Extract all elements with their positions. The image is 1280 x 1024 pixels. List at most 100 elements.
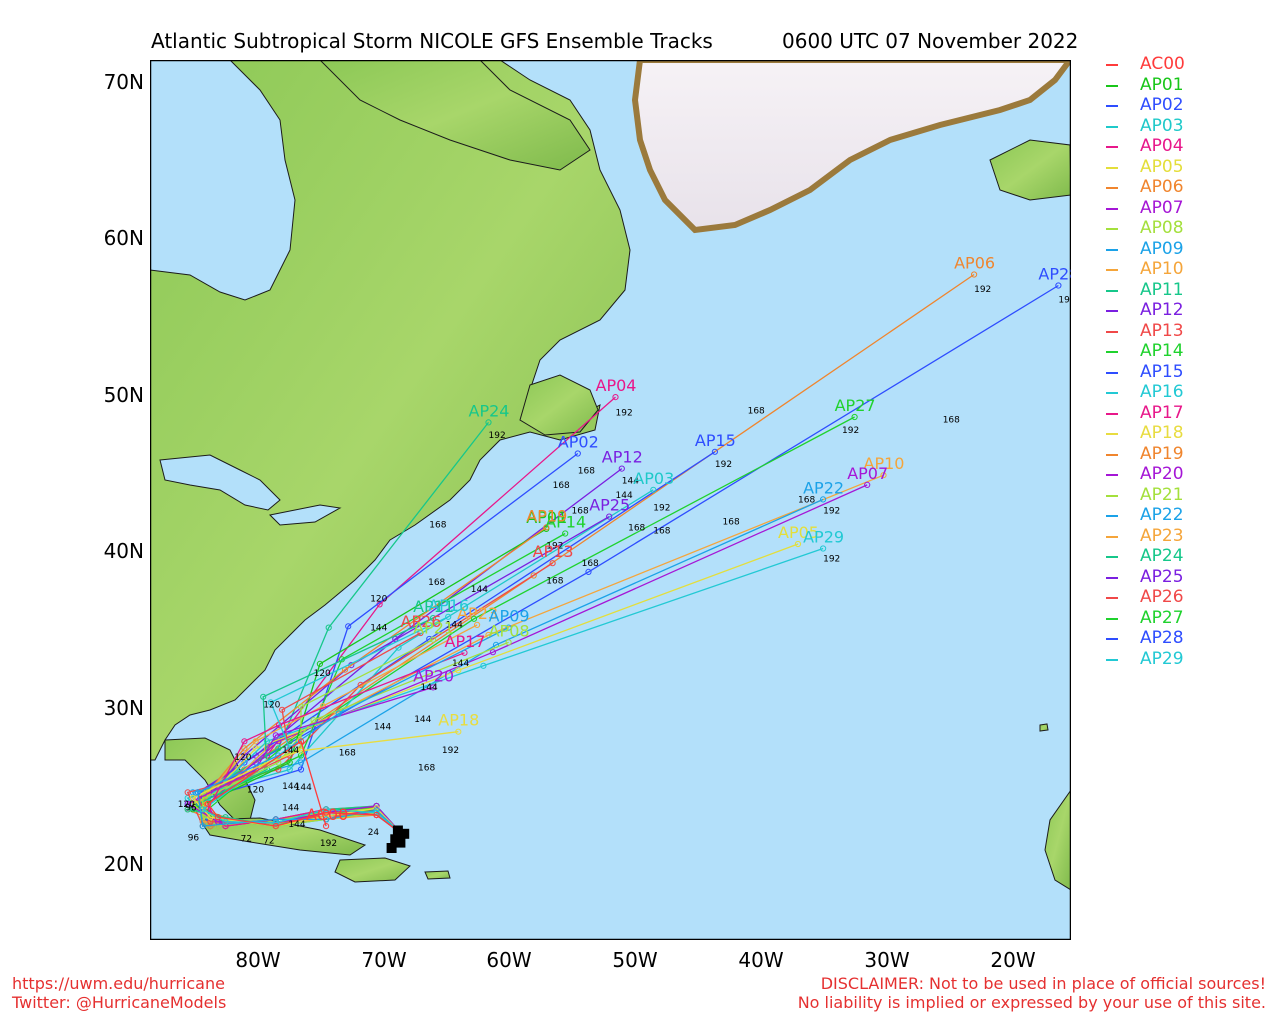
legend-label: AP24 bbox=[1140, 546, 1184, 566]
storm-origin-marker bbox=[395, 837, 406, 848]
legend-swatch bbox=[1106, 146, 1118, 148]
storm-origin-marker bbox=[399, 828, 410, 839]
track-point bbox=[606, 513, 613, 520]
legend-item-ap27: AP27 bbox=[1100, 608, 1270, 629]
legend-swatch bbox=[1106, 105, 1118, 107]
legend: AC00 AP01 AP02 AP03 AP04 AP05 AP06 AP07 AP08 AP09… bbox=[1100, 54, 1270, 669]
forecast-hour-label: 120 bbox=[247, 785, 264, 795]
track-ap20 bbox=[186, 686, 434, 835]
forecast-hour-label: 144 bbox=[295, 783, 312, 793]
forecast-hour-label: 72 bbox=[241, 835, 252, 845]
track-point bbox=[820, 496, 827, 503]
endpoint-label-ap14: AP14 bbox=[545, 513, 586, 532]
legend-item-ap03: AP03 bbox=[1100, 116, 1270, 137]
lat-label-70n: 70N bbox=[103, 70, 144, 94]
forecast-hour-label: 168 bbox=[653, 527, 670, 537]
forecast-hour-label: 168 bbox=[723, 517, 740, 527]
legend-swatch bbox=[1106, 494, 1118, 497]
legend-label: AP15 bbox=[1140, 361, 1184, 382]
lon-label-40w: 40W bbox=[738, 948, 784, 972]
storm-origin-marker bbox=[386, 843, 397, 853]
forecast-hour-label: 192 bbox=[546, 542, 563, 552]
track-point bbox=[470, 615, 478, 622]
legend-label: AP11 bbox=[1140, 279, 1184, 300]
legend-label: AP10 bbox=[1140, 259, 1184, 279]
legend-swatch bbox=[1106, 597, 1118, 599]
legend-item-ap25: AP25 bbox=[1100, 567, 1270, 588]
footer-url[interactable]: https://uwm.edu/hurricane bbox=[12, 974, 225, 993]
track-point bbox=[310, 717, 317, 724]
puerto-rico bbox=[424, 870, 451, 880]
endpoint-label-ac00: AC00 bbox=[306, 805, 348, 824]
track-point bbox=[286, 745, 293, 752]
legend-label: AP28 bbox=[1140, 628, 1184, 648]
forecast-hour-label: 144 bbox=[370, 623, 387, 633]
legend-item-ap18: AP18 bbox=[1100, 423, 1270, 444]
forecast-hour-label: 120 bbox=[314, 669, 331, 679]
endpoint-label-ap29: AP29 bbox=[803, 528, 844, 547]
track-point bbox=[430, 615, 437, 622]
legend-item-ap13: AP13 bbox=[1100, 321, 1270, 342]
legend-item-ap28: AP28 bbox=[1100, 628, 1270, 649]
track-point bbox=[585, 568, 592, 575]
track-point bbox=[286, 766, 293, 773]
track-point bbox=[252, 738, 259, 745]
track-point bbox=[297, 738, 305, 745]
legend-item-ap19: AP19 bbox=[1100, 444, 1270, 465]
forecast-hour-label: 168 bbox=[418, 764, 435, 774]
forecast-hour-label: 144 bbox=[452, 659, 469, 669]
track-point bbox=[214, 814, 222, 821]
legend-item-ap11: AP11 bbox=[1100, 280, 1270, 301]
forecast-hour-label: 144 bbox=[288, 820, 305, 830]
endpoint-label-ap02: AP02 bbox=[558, 433, 599, 452]
track-point bbox=[260, 693, 267, 700]
endpoint-label-ap17: AP17 bbox=[445, 632, 486, 651]
forecast-hour-label: 168 bbox=[748, 407, 765, 417]
forecast-hour-label: 168 bbox=[553, 481, 570, 491]
legend-label: AP02 bbox=[1140, 95, 1184, 115]
forecast-hour-label: 144 bbox=[414, 715, 431, 725]
endpoint-label-ap08: AP08 bbox=[489, 621, 530, 640]
track-ap11 bbox=[185, 617, 434, 835]
endpoint-label-ap05: AP05 bbox=[778, 523, 819, 542]
track-point bbox=[574, 450, 581, 457]
track-ap09 bbox=[197, 627, 509, 835]
forecast-hour-label: 144 bbox=[282, 746, 299, 756]
forecast-hour-label: 192 bbox=[1058, 296, 1071, 306]
legend-item-ap04: AP04 bbox=[1100, 136, 1270, 157]
footer-twitter[interactable]: Twitter: @HurricaneModels bbox=[12, 993, 227, 1012]
legend-label: AP27 bbox=[1140, 607, 1184, 628]
forecast-hour-label: 168 bbox=[546, 576, 563, 586]
endpoint-label-ap04: AP04 bbox=[596, 376, 637, 395]
endpoint-label-ap07: AP07 bbox=[847, 464, 888, 483]
track-point bbox=[279, 706, 286, 713]
storm-origin-marker bbox=[390, 834, 401, 845]
track-point bbox=[1055, 282, 1062, 289]
legend-swatch bbox=[1106, 289, 1118, 292]
legend-swatch bbox=[1106, 207, 1118, 210]
legend-swatch bbox=[1106, 248, 1118, 251]
forecast-hour-label: 168 bbox=[428, 578, 445, 588]
forecast-hour-label: 144 bbox=[446, 621, 463, 631]
track-point bbox=[207, 818, 214, 825]
forecast-hour-label: 120 bbox=[234, 753, 251, 763]
forecast-hour-label: 120 bbox=[370, 595, 387, 605]
legend-label: AP25 bbox=[1140, 566, 1184, 587]
track-map: 1921921681921681921921921681441441681921… bbox=[150, 60, 1071, 940]
legend-swatch bbox=[1106, 351, 1118, 353]
lon-label-70w: 70W bbox=[361, 948, 407, 972]
track-point bbox=[335, 710, 342, 717]
forecast-hour-label: 192 bbox=[715, 460, 732, 470]
endpoint-label-ap18: AP18 bbox=[438, 711, 479, 730]
track-point bbox=[505, 639, 512, 646]
legend-item-ap12: AP12 bbox=[1100, 300, 1270, 321]
lon-label-80w: 80W bbox=[235, 948, 281, 972]
track-ap16 bbox=[201, 616, 449, 835]
legend-item-ap24: AP24 bbox=[1100, 546, 1270, 567]
forecast-hour-label: 192 bbox=[823, 555, 840, 565]
legend-item-ap08: AP08 bbox=[1100, 218, 1270, 239]
forecast-hour-label: 144 bbox=[622, 476, 639, 486]
track-point bbox=[297, 766, 305, 773]
legend-label: AP04 bbox=[1140, 136, 1184, 156]
endpoint-label-ap22: AP22 bbox=[803, 478, 844, 497]
